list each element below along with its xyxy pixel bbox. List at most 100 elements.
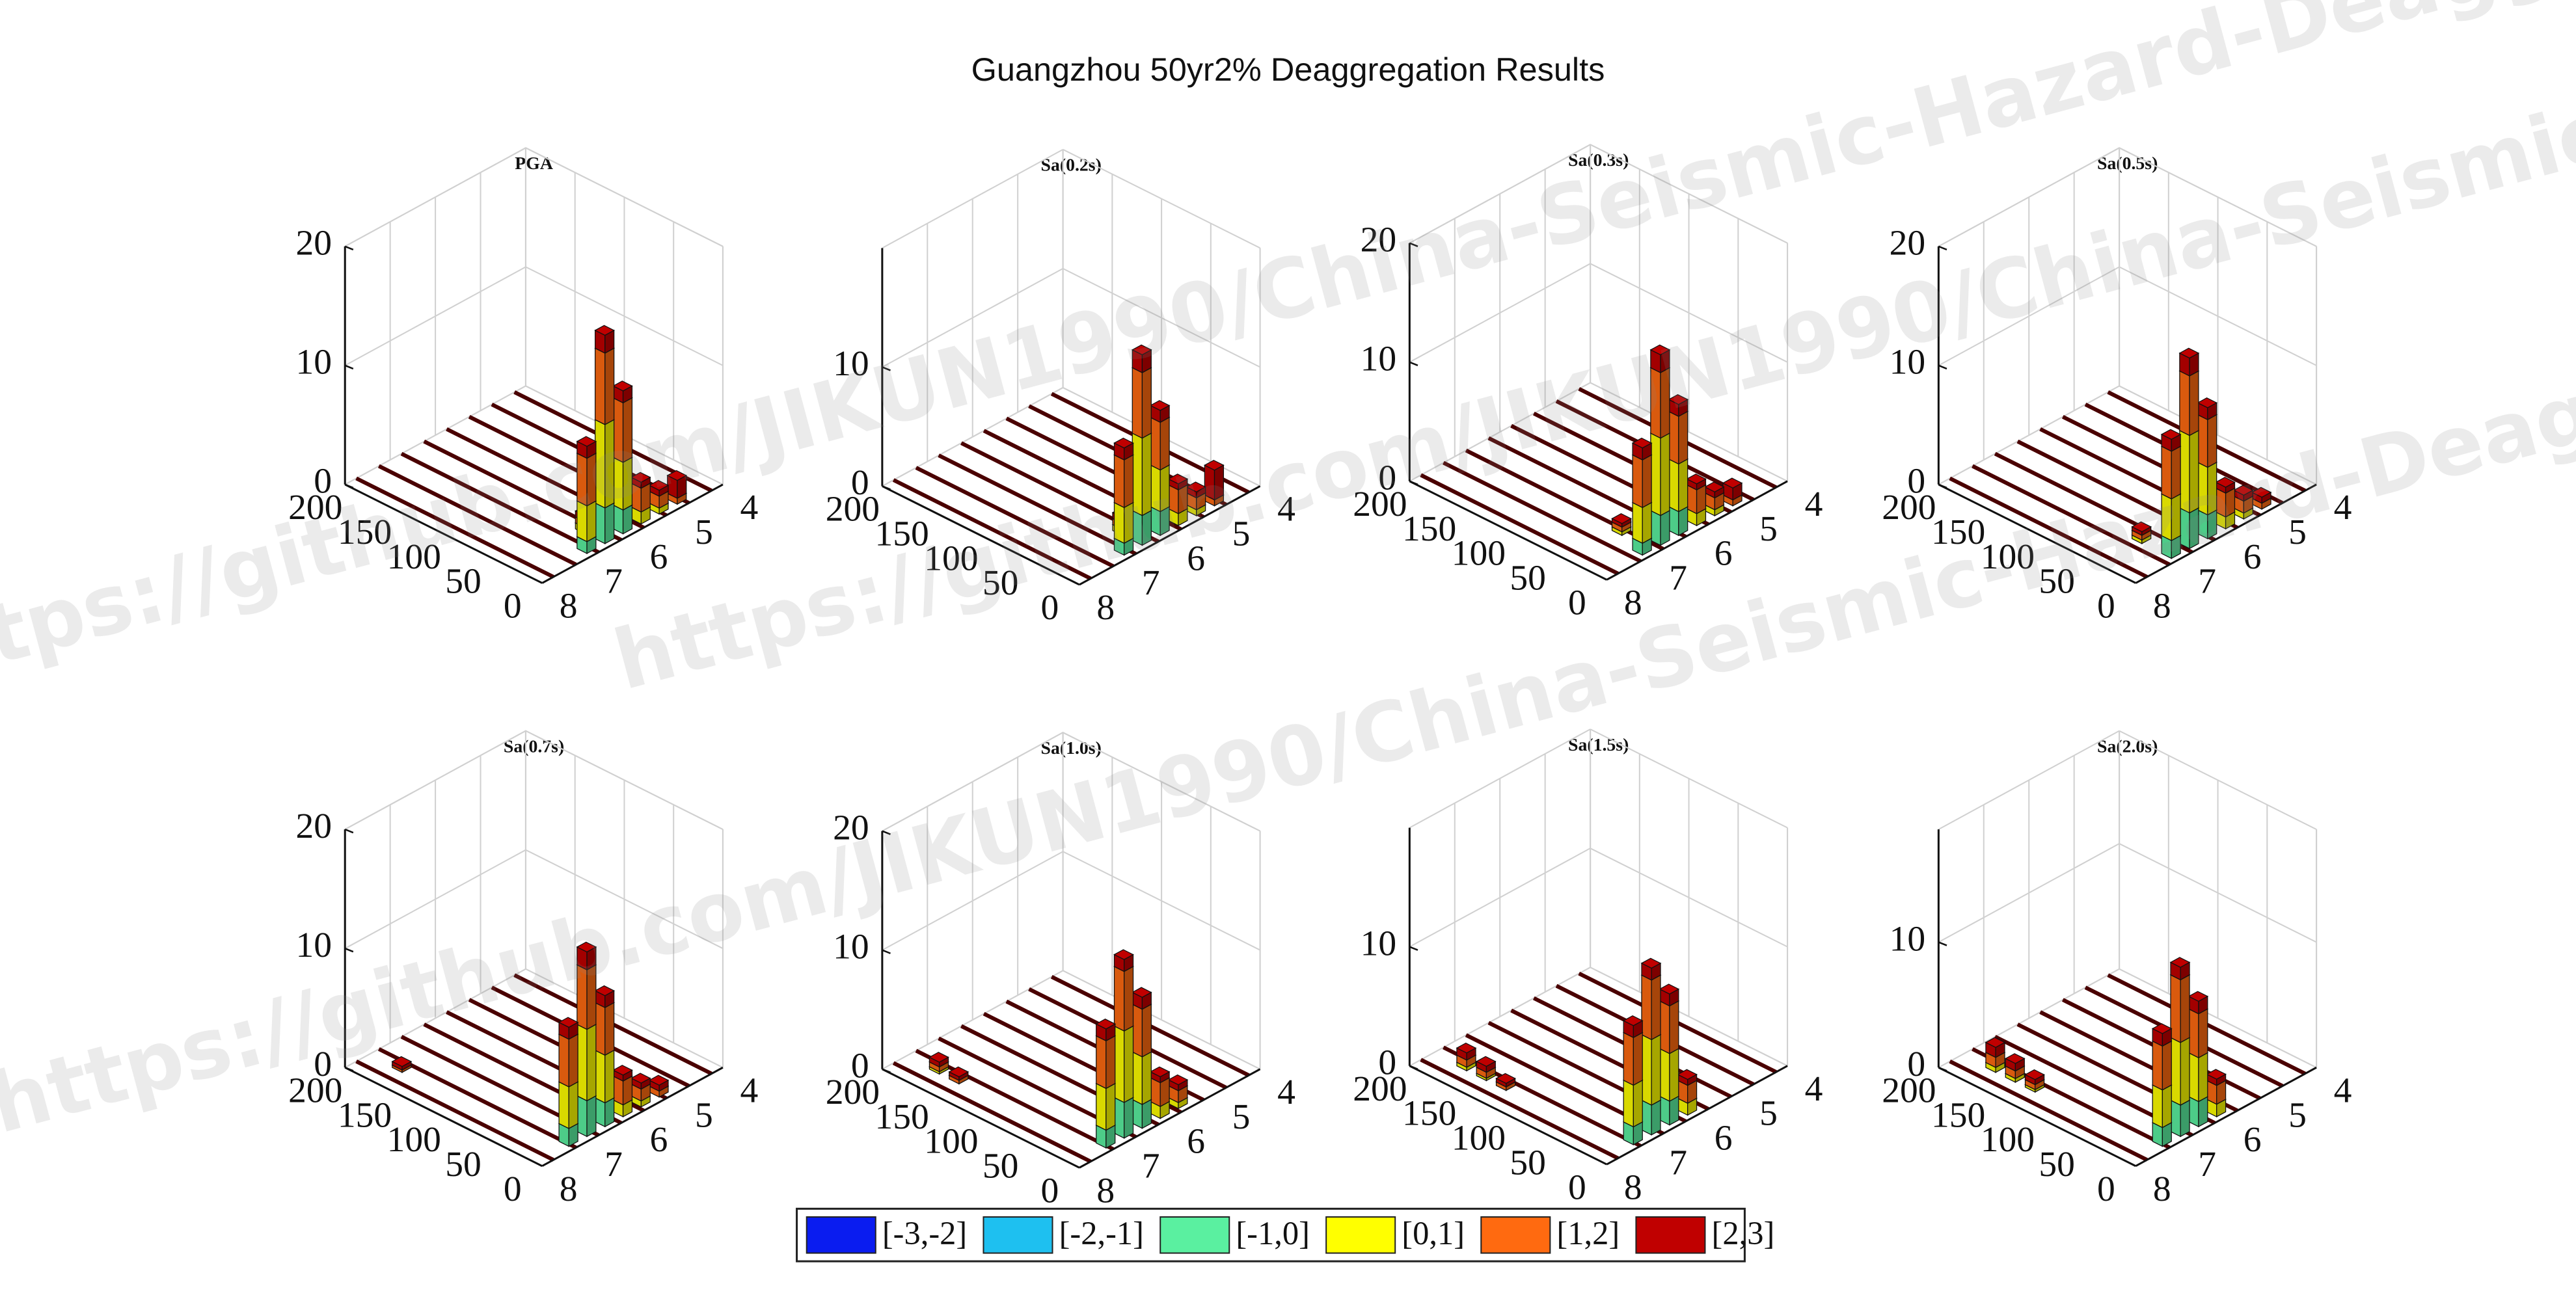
bar-segment [1649, 344, 1671, 373]
x-tick-label: 50 [983, 563, 1019, 603]
y-tick-label: 4 [1277, 1073, 1295, 1112]
bar-face [2179, 370, 2190, 436]
z-tick [1409, 946, 1418, 951]
x-tick-label: 200 [1353, 1069, 1407, 1109]
x-tick-label: 50 [2039, 562, 2075, 602]
bar-segment [1149, 1066, 1171, 1084]
legend-label: [-3,-2] [882, 1215, 967, 1251]
bar-face [1642, 501, 1652, 544]
z-tick-label: 20 [1361, 220, 1397, 260]
x-tick-label: 100 [1981, 537, 2035, 577]
bar-face [2198, 1052, 2208, 1102]
legend-label: [2,3] [1712, 1215, 1775, 1251]
bar-segment [1113, 437, 1134, 461]
y-axis [1606, 1065, 1788, 1166]
bar-segment [2024, 1069, 2045, 1086]
bar-face [576, 1023, 588, 1102]
bar-face [558, 1034, 569, 1088]
y-tick-label: 8 [1096, 1171, 1115, 1210]
floor-line [1994, 451, 2193, 554]
x-axis [1938, 1066, 2137, 1168]
x-tick-label: 150 [1402, 509, 1456, 549]
z-tick-label: 10 [1361, 924, 1397, 963]
grid-line [1409, 144, 1788, 244]
bar-segment [1131, 344, 1152, 373]
y-tick-label: 8 [1096, 588, 1115, 628]
grid-line [344, 385, 724, 485]
x-axis [882, 1068, 1080, 1169]
x-tick-label: 50 [2039, 1145, 2075, 1184]
grid-line [344, 968, 724, 1069]
bar-face [391, 1056, 413, 1067]
y-tick-label: 4 [1805, 1069, 1823, 1109]
y-tick-label: 5 [695, 1095, 713, 1135]
x-tick-label: 0 [1041, 1171, 1059, 1210]
bar-segment [648, 479, 670, 497]
floor-line [355, 1060, 554, 1162]
bar-face [1659, 1048, 1670, 1102]
y-tick-label: 4 [740, 1071, 758, 1110]
box-edge [1590, 728, 1788, 829]
bar-segment [1456, 1042, 1477, 1061]
floor-line [915, 1048, 1115, 1151]
bar-face [1985, 1037, 2006, 1048]
bar-face [1124, 965, 1134, 1032]
floor-line [1949, 1060, 2149, 1162]
x-tick-label: 0 [1568, 583, 1586, 622]
z-tick [344, 364, 354, 370]
bar-segment [929, 1052, 949, 1068]
bar-face [1124, 1025, 1134, 1103]
z-tick-label: 10 [1890, 343, 1926, 382]
bar-face [1623, 1079, 1634, 1128]
x-tick-label: 150 [1931, 513, 1985, 552]
y-axis [2135, 483, 2317, 584]
z-tick-label: 10 [1890, 919, 1926, 959]
bar-face [1668, 458, 1679, 513]
grid-line [1938, 266, 2317, 366]
floor-line [1465, 448, 1664, 551]
x-axis [344, 483, 543, 584]
x-tick-label: 200 [288, 488, 342, 527]
bar-face [594, 325, 616, 336]
z-tick-label: 20 [833, 808, 869, 848]
grid-line [1938, 842, 2317, 943]
bar-segment [2188, 991, 2209, 1015]
y-tick-label: 4 [2334, 488, 2352, 527]
grid-line [1409, 263, 1788, 363]
x-tick-label: 150 [338, 1095, 392, 1135]
z-tick-label: 10 [1361, 340, 1397, 379]
subplot-title: Sa(0.2s) [1041, 155, 1102, 176]
bar-face [1650, 509, 1661, 546]
z-tick [882, 830, 891, 835]
bar-face [2170, 974, 2181, 1043]
y-tick-label: 7 [604, 1145, 623, 1184]
x-tick-label: 0 [1041, 588, 1059, 628]
box-edge [1409, 728, 1591, 829]
z-tick [1938, 364, 1947, 370]
grid-line [1938, 385, 2317, 485]
bar-face [558, 1017, 579, 1028]
bar-face [1649, 344, 1671, 356]
x-tick-label: 150 [1402, 1094, 1456, 1134]
grid-line [882, 732, 1261, 832]
bar-segment [1622, 1027, 1644, 1086]
z-tick [1938, 245, 1947, 251]
bar-face [1722, 477, 1743, 488]
bar-face [1113, 1025, 1125, 1103]
bar-face [1632, 454, 1643, 509]
x-tick-label: 200 [826, 1073, 880, 1112]
legend-label: [-2,-1] [1059, 1215, 1144, 1251]
x-tick-label: 200 [288, 1071, 342, 1110]
subplot-title: Sa(0.3s) [1568, 150, 1629, 170]
bar-segment [1649, 362, 1671, 439]
bar-face [2180, 974, 2190, 1043]
bar-face [1611, 513, 1632, 524]
legend-swatch [1635, 1216, 1706, 1254]
bar-segment [2232, 485, 2254, 502]
y-tick-label: 6 [2244, 537, 2262, 577]
bar-segment [1622, 1015, 1644, 1039]
bar-face [2197, 414, 2208, 468]
